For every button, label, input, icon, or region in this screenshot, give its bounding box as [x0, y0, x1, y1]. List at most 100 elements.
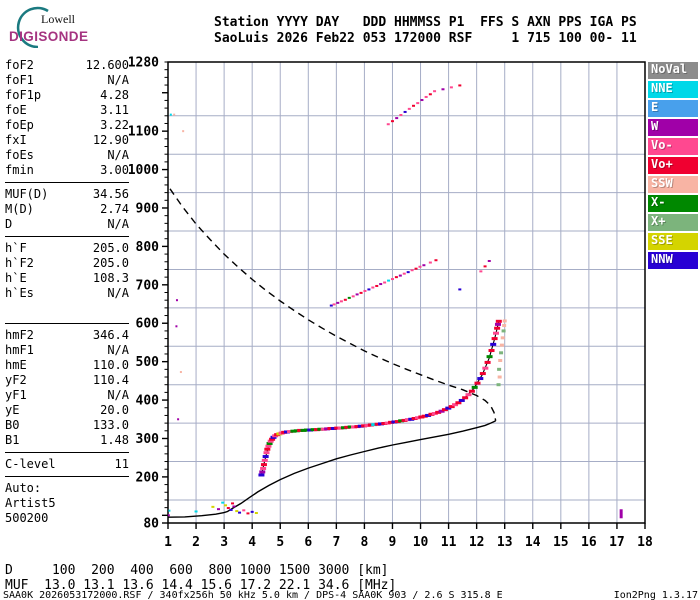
F-trace-third-hop: [407, 107, 411, 110]
F-trace-third-hop: [433, 90, 437, 93]
F-trace-second-hop: [387, 279, 391, 282]
param-label: foF1: [5, 73, 34, 87]
y-axis-label: 200: [136, 470, 160, 485]
F-trace-ordinary: [455, 401, 462, 405]
F-trace-ordinary: [421, 414, 428, 418]
E-region-echoes: [250, 510, 254, 513]
param-value: 12.600: [85, 58, 129, 72]
param-row: foF2 12.600: [5, 58, 129, 73]
F-trace-ordinary: [261, 458, 268, 462]
autoscaling-info-line: 500200: [5, 511, 49, 525]
F-trace-second-hop: [406, 271, 410, 274]
F-trace-extraordinary: [497, 375, 502, 379]
param-label: yF1: [5, 388, 27, 402]
F-trace-ordinary: [266, 441, 273, 445]
status-bar-program-version: Ion2Png 1.3.17: [613, 590, 698, 600]
param-label: fxI: [5, 133, 27, 147]
param-row: D N/A: [5, 217, 129, 232]
param-label: B0: [5, 418, 20, 432]
F-trace-second-hop: [394, 276, 398, 279]
F-trace-ordinary: [357, 424, 364, 428]
F-trace-second-hop: [371, 286, 375, 289]
plot-frame: [167, 61, 646, 524]
F-trace-second-hop: [434, 259, 438, 262]
legend-item-vo: Vo-: [648, 138, 698, 155]
param-label: h`Es: [5, 286, 34, 300]
F-trace-ordinary: [317, 427, 324, 431]
y-axis-label: 400: [136, 394, 160, 409]
F-trace-extraordinary: [502, 319, 507, 323]
F-trace-ordinary: [462, 396, 469, 400]
x-axis-label: 9: [389, 535, 397, 550]
F-trace-third-hop: [395, 117, 399, 120]
param-value: 2.74: [100, 202, 129, 216]
param-label: foF2: [5, 58, 34, 72]
F-trace-ordinary: [258, 473, 265, 477]
param-value: N/A: [107, 73, 129, 87]
F-trace-ordinary: [374, 422, 381, 426]
panel-separator: [5, 236, 129, 237]
E-region-echoes: [211, 505, 215, 508]
param-row: hmE 110.0: [5, 358, 129, 373]
F-trace-ordinary: [452, 403, 459, 407]
y-axis-label: 700: [136, 278, 160, 293]
header-fields-line: Station YYYY DAY DDD HHMMSS P1 FFS S AXN…: [214, 15, 637, 30]
F-trace-second-hop: [402, 272, 406, 275]
F-trace-ordinary: [263, 451, 270, 455]
F-trace-ordinary: [408, 417, 415, 421]
F-trace-extraordinary: [502, 324, 507, 328]
F-trace-third-hop: [420, 99, 424, 102]
F-trace-third-hop: [403, 110, 407, 113]
low-freq-noise: [167, 514, 170, 517]
x-axis-label: 14: [525, 535, 541, 550]
param-row: h`F 205.0: [5, 241, 129, 256]
F-trace-third-hop: [412, 104, 416, 107]
x-axis-label: 2: [192, 535, 200, 550]
F-trace-ordinary: [340, 426, 347, 430]
low-freq-noise: [169, 113, 172, 116]
x-axis-label: 18: [637, 535, 653, 550]
F-trace-ordinary: [493, 331, 500, 335]
F-trace-second-hop: [339, 300, 343, 303]
x-axis-label: 5: [276, 535, 284, 550]
param-row: h`Es N/A: [5, 286, 129, 301]
param-row: foF1 N/A: [5, 73, 129, 88]
F-trace-ordinary: [482, 366, 489, 370]
F-trace-second-hop: [329, 304, 333, 307]
F-trace-ordinary: [344, 425, 351, 429]
F-trace-ordinary: [474, 381, 481, 385]
param-value: N/A: [107, 286, 129, 300]
low-freq-noise: [179, 371, 182, 374]
F-trace-ordinary: [441, 408, 448, 412]
autoscaling-info-line: Auto:: [5, 481, 42, 495]
param-row: yF2 110.4: [5, 373, 129, 388]
F-trace-second-hop: [414, 267, 418, 270]
param-row: foEp 3.22: [5, 118, 129, 133]
param-label: hmF1: [5, 343, 34, 357]
param-value: 346.4: [92, 328, 129, 342]
param-row: B1 1.48: [5, 433, 129, 448]
param-row: M(D) 2.74: [5, 202, 129, 217]
y-axis-label: 600: [136, 317, 160, 332]
x-axis-label: 13: [497, 535, 513, 550]
echo-type-legend: NoVal NNE E W Vo- Vo+ SSW X- X+ SSE NNW: [648, 62, 698, 271]
F-trace-ordinary: [313, 428, 320, 432]
param-label: B1: [5, 433, 20, 447]
F-trace-third-hop: [416, 102, 420, 105]
y-axis-label: 900: [136, 201, 160, 216]
y-axis-label: 500: [136, 355, 160, 370]
param-label: hmE: [5, 358, 27, 372]
E-region-echoes: [238, 511, 242, 514]
param-value: 133.0: [92, 418, 129, 432]
param-label: foF1p: [5, 88, 42, 102]
F-trace-ordinary: [394, 420, 401, 424]
F-trace-second-hop: [422, 264, 426, 267]
param-label: foEp: [5, 118, 34, 132]
F-trace-third-hop: [458, 84, 462, 87]
F-trace-third-hop: [386, 123, 390, 126]
F-trace-ordinary: [269, 437, 276, 441]
F-trace-ordinary: [303, 428, 310, 432]
F-trace-ordinary: [320, 427, 327, 431]
autoscaling-info-line: Artist5: [5, 496, 56, 510]
E-region-echoes: [232, 505, 236, 508]
